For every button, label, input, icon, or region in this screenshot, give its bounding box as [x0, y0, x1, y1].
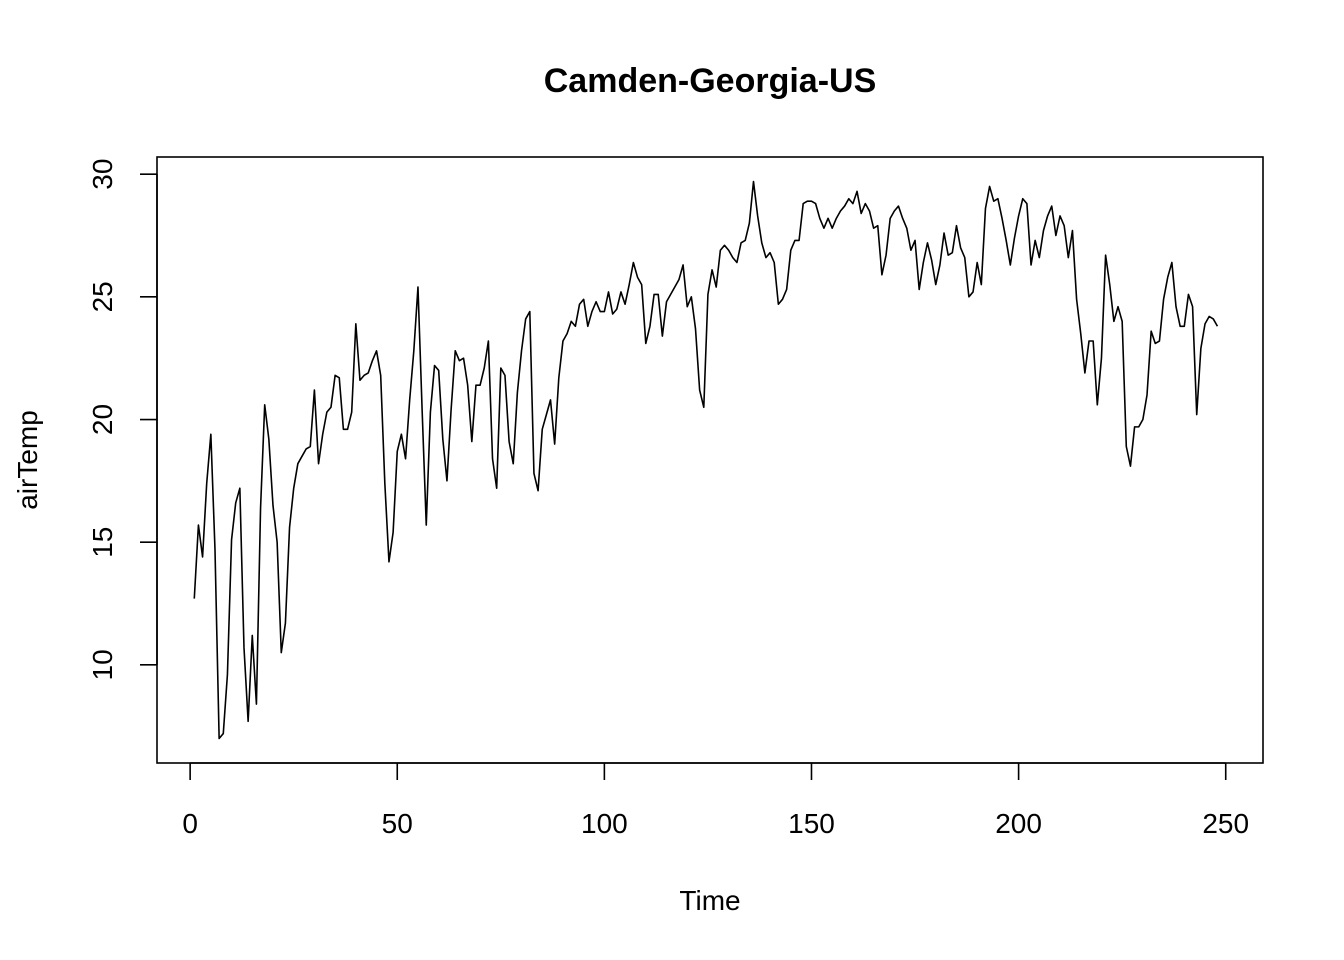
x-axis: 0 50 100 150 200 250: [182, 762, 1249, 839]
x-tick-label: 50: [382, 808, 413, 839]
series-line: [193, 180, 1219, 740]
y-tick-label: 30: [87, 159, 118, 190]
y-tick-label: 20: [87, 404, 118, 435]
x-tick-label: 0: [182, 808, 198, 839]
plot-frame: [156, 156, 1264, 764]
x-axis-label: Time: [679, 885, 740, 916]
y-tick-label: 25: [87, 281, 118, 312]
x-tick-label: 150: [788, 808, 835, 839]
chart-title: Camden-Georgia-US: [544, 62, 877, 100]
x-tick-label: 200: [995, 808, 1042, 839]
x-tick-label: 250: [1202, 808, 1249, 839]
y-axis: 10 15 20 25 30: [87, 159, 158, 680]
x-tick-label: 100: [581, 808, 628, 839]
y-tick-label: 10: [87, 649, 118, 680]
series-group: [193, 180, 1219, 740]
y-tick-label: 15: [87, 527, 118, 558]
y-axis-label: airTemp: [12, 410, 43, 510]
